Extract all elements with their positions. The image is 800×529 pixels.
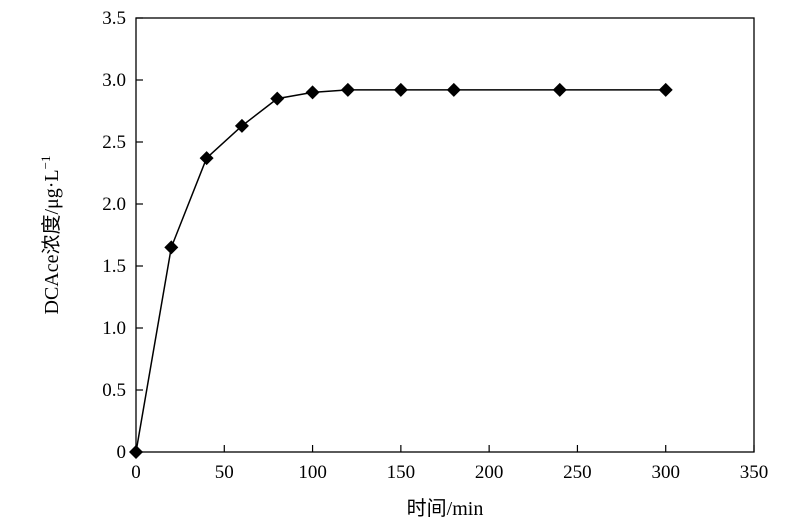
x-tick-label: 300 — [651, 462, 680, 483]
data-point-marker — [199, 151, 214, 166]
data-point-marker — [658, 82, 673, 97]
data-point-marker — [340, 82, 355, 97]
y-tick-label: 2.0 — [102, 194, 126, 215]
data-point-marker — [129, 445, 143, 459]
x-tick-label: 150 — [387, 462, 416, 483]
y-tick-label: 3.5 — [102, 8, 126, 29]
plot-area-frame — [135, 17, 755, 453]
x-tick-label: 100 — [298, 462, 327, 483]
data-point-marker — [270, 91, 285, 106]
data-point-marker — [446, 82, 461, 97]
x-tick-label: 50 — [215, 462, 234, 483]
data-point-marker — [305, 85, 320, 100]
y-axis-title: DCAce浓度/μg·L−1 — [38, 156, 63, 315]
y-axis-title-exponent: −1 — [38, 156, 53, 170]
data-point-marker — [393, 82, 408, 97]
x-tick-label: 200 — [475, 462, 504, 483]
data-point-marker — [234, 118, 249, 133]
y-tick-label: 2.5 — [102, 132, 126, 153]
x-tick-label: 350 — [740, 462, 769, 483]
data-point-marker — [552, 82, 567, 97]
x-tick-label: 250 — [563, 462, 592, 483]
x-axis-title: 时间/min — [407, 497, 484, 520]
series-layer — [129, 82, 673, 459]
x-axis-ticks: 0 50 100 150 200 250 300 350 — [131, 445, 768, 483]
y-axis-ticks: 0 0.5 1.0 1.5 2.0 2.5 3.0 3.5 — [102, 8, 143, 463]
series-line — [135, 89, 666, 453]
y-tick-label: 1.0 — [102, 318, 126, 339]
data-point-marker — [164, 240, 179, 255]
x-tick-label: 0 — [131, 462, 141, 483]
y-axis-title-main: DCAce浓度/μg·L — [40, 169, 63, 314]
y-tick-label: 1.5 — [102, 256, 126, 277]
y-tick-label: 0.5 — [102, 380, 126, 401]
y-tick-label: 3.0 — [102, 70, 126, 91]
y-tick-label: 0 — [117, 442, 127, 463]
